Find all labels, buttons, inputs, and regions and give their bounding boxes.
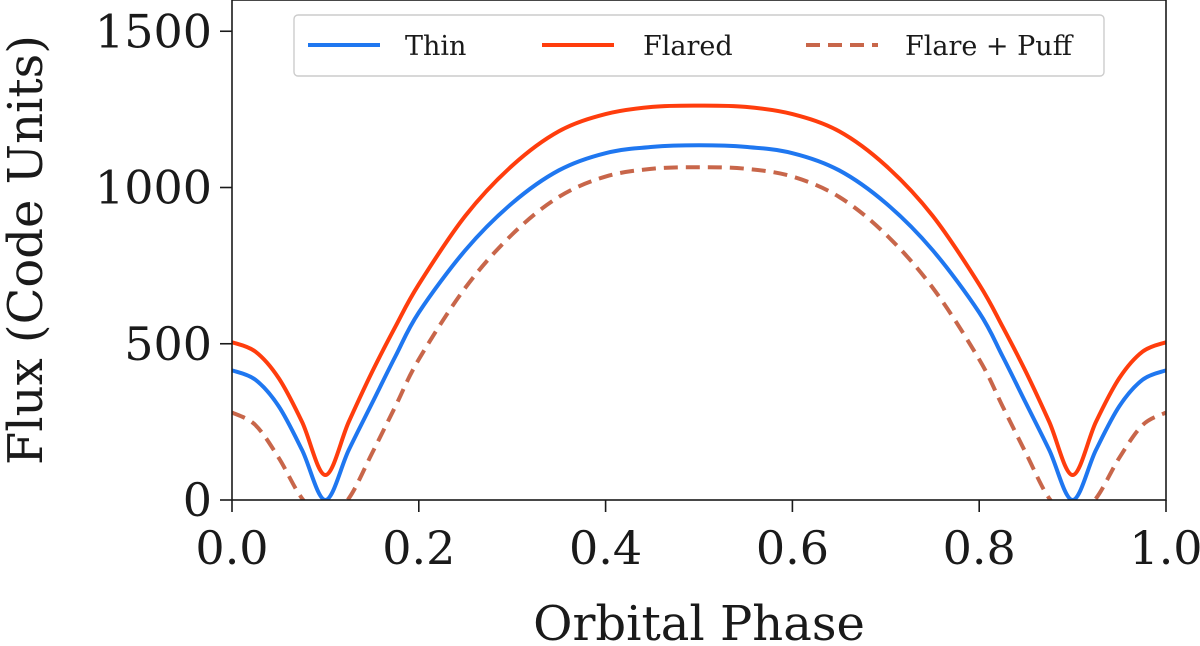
y-axis: 0 500 1000 1500 — [95, 4, 232, 527]
legend-items: Thin Flared Flare + Puff — [308, 31, 1074, 62]
x-tick-label: 0.2 — [382, 521, 455, 575]
series-line-flare-puff — [232, 165, 1166, 500]
series-line-thin — [232, 143, 1166, 500]
x-tick-label: 0.6 — [756, 521, 829, 575]
x-axis-label: Orbital Phase — [533, 596, 865, 646]
series-line-flared — [232, 103, 1166, 477]
x-tick-label: 0.4 — [569, 521, 642, 575]
x-tick-label: 0.0 — [195, 521, 268, 575]
x-tick-label: 0.8 — [943, 521, 1016, 575]
series-layer — [232, 103, 1166, 500]
y-axis-label: Flux (Code Units) — [0, 35, 54, 465]
y-tick-label: 0 — [183, 473, 212, 527]
plot-background — [232, 0, 1166, 500]
y-tick-label: 1500 — [95, 4, 212, 58]
x-tick-label: 1.0 — [1129, 521, 1200, 575]
y-tick-label: 1000 — [95, 161, 212, 215]
legend-label-flared: Flared — [643, 31, 733, 62]
legend: Thin Flared Flare + Puff — [293, 14, 1105, 77]
legend-label-thin: Thin — [405, 31, 466, 62]
legend-box — [293, 14, 1105, 77]
y-tick-label: 500 — [124, 317, 212, 371]
legend-label-flare-puff: Flare + Puff — [905, 31, 1074, 62]
plot-frame — [231, 0, 1167, 501]
x-axis: 0.0 0.2 0.4 0.6 0.8 1.0 — [195, 500, 1200, 575]
